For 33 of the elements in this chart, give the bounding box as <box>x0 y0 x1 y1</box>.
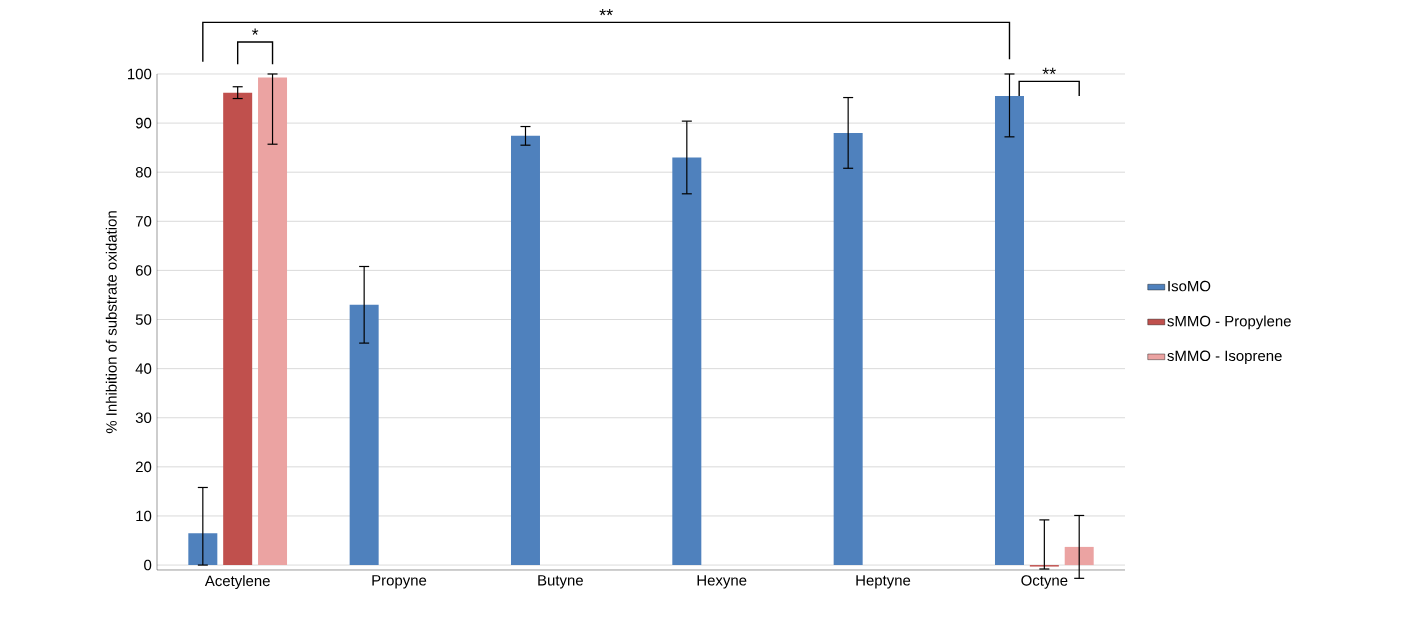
y-tick-label: 30 <box>135 412 152 424</box>
y-tick-label: 50 <box>135 314 152 325</box>
bar <box>258 77 288 566</box>
annotation: ** <box>1042 67 1056 75</box>
y-axis-title: % Inhibition of substrate oxidation <box>105 211 117 434</box>
y-tick-label: 80 <box>135 166 152 178</box>
x-tick-label: Butyne <box>538 575 583 589</box>
bar <box>188 533 218 566</box>
y-tick-label: 70 <box>135 216 152 227</box>
text: * <box>251 28 259 35</box>
bar <box>349 304 379 566</box>
y-tick-label: 90 <box>135 117 152 129</box>
bar <box>672 157 702 566</box>
y-tick-label: 100 <box>128 68 152 80</box>
y-tick-label: 40 <box>135 363 152 374</box>
y-tick-label: 60 <box>135 265 152 276</box>
x-tick-label: Heptyne <box>856 575 911 589</box>
y-tick-label: 10 <box>136 510 152 522</box>
legend-label: sMMO - Propylene <box>1167 315 1291 330</box>
bar <box>833 132 863 566</box>
legend-label: IsoMO <box>1168 280 1211 292</box>
bar <box>510 135 540 566</box>
bar <box>1064 546 1094 566</box>
bar <box>994 96 1024 566</box>
x-tick-label: Propyne <box>372 575 427 589</box>
x-tick-label: Hexyne <box>697 575 747 589</box>
y-tick-label: 0 <box>144 559 152 571</box>
bar <box>223 92 253 566</box>
legend-label: sMMO - Isoprene <box>1167 350 1282 365</box>
x-tick-label: Octyne <box>1021 575 1068 589</box>
text: ** <box>599 8 613 16</box>
x-tick-label: Acetylene <box>204 575 270 590</box>
y-tick-label: 20 <box>135 461 152 473</box>
